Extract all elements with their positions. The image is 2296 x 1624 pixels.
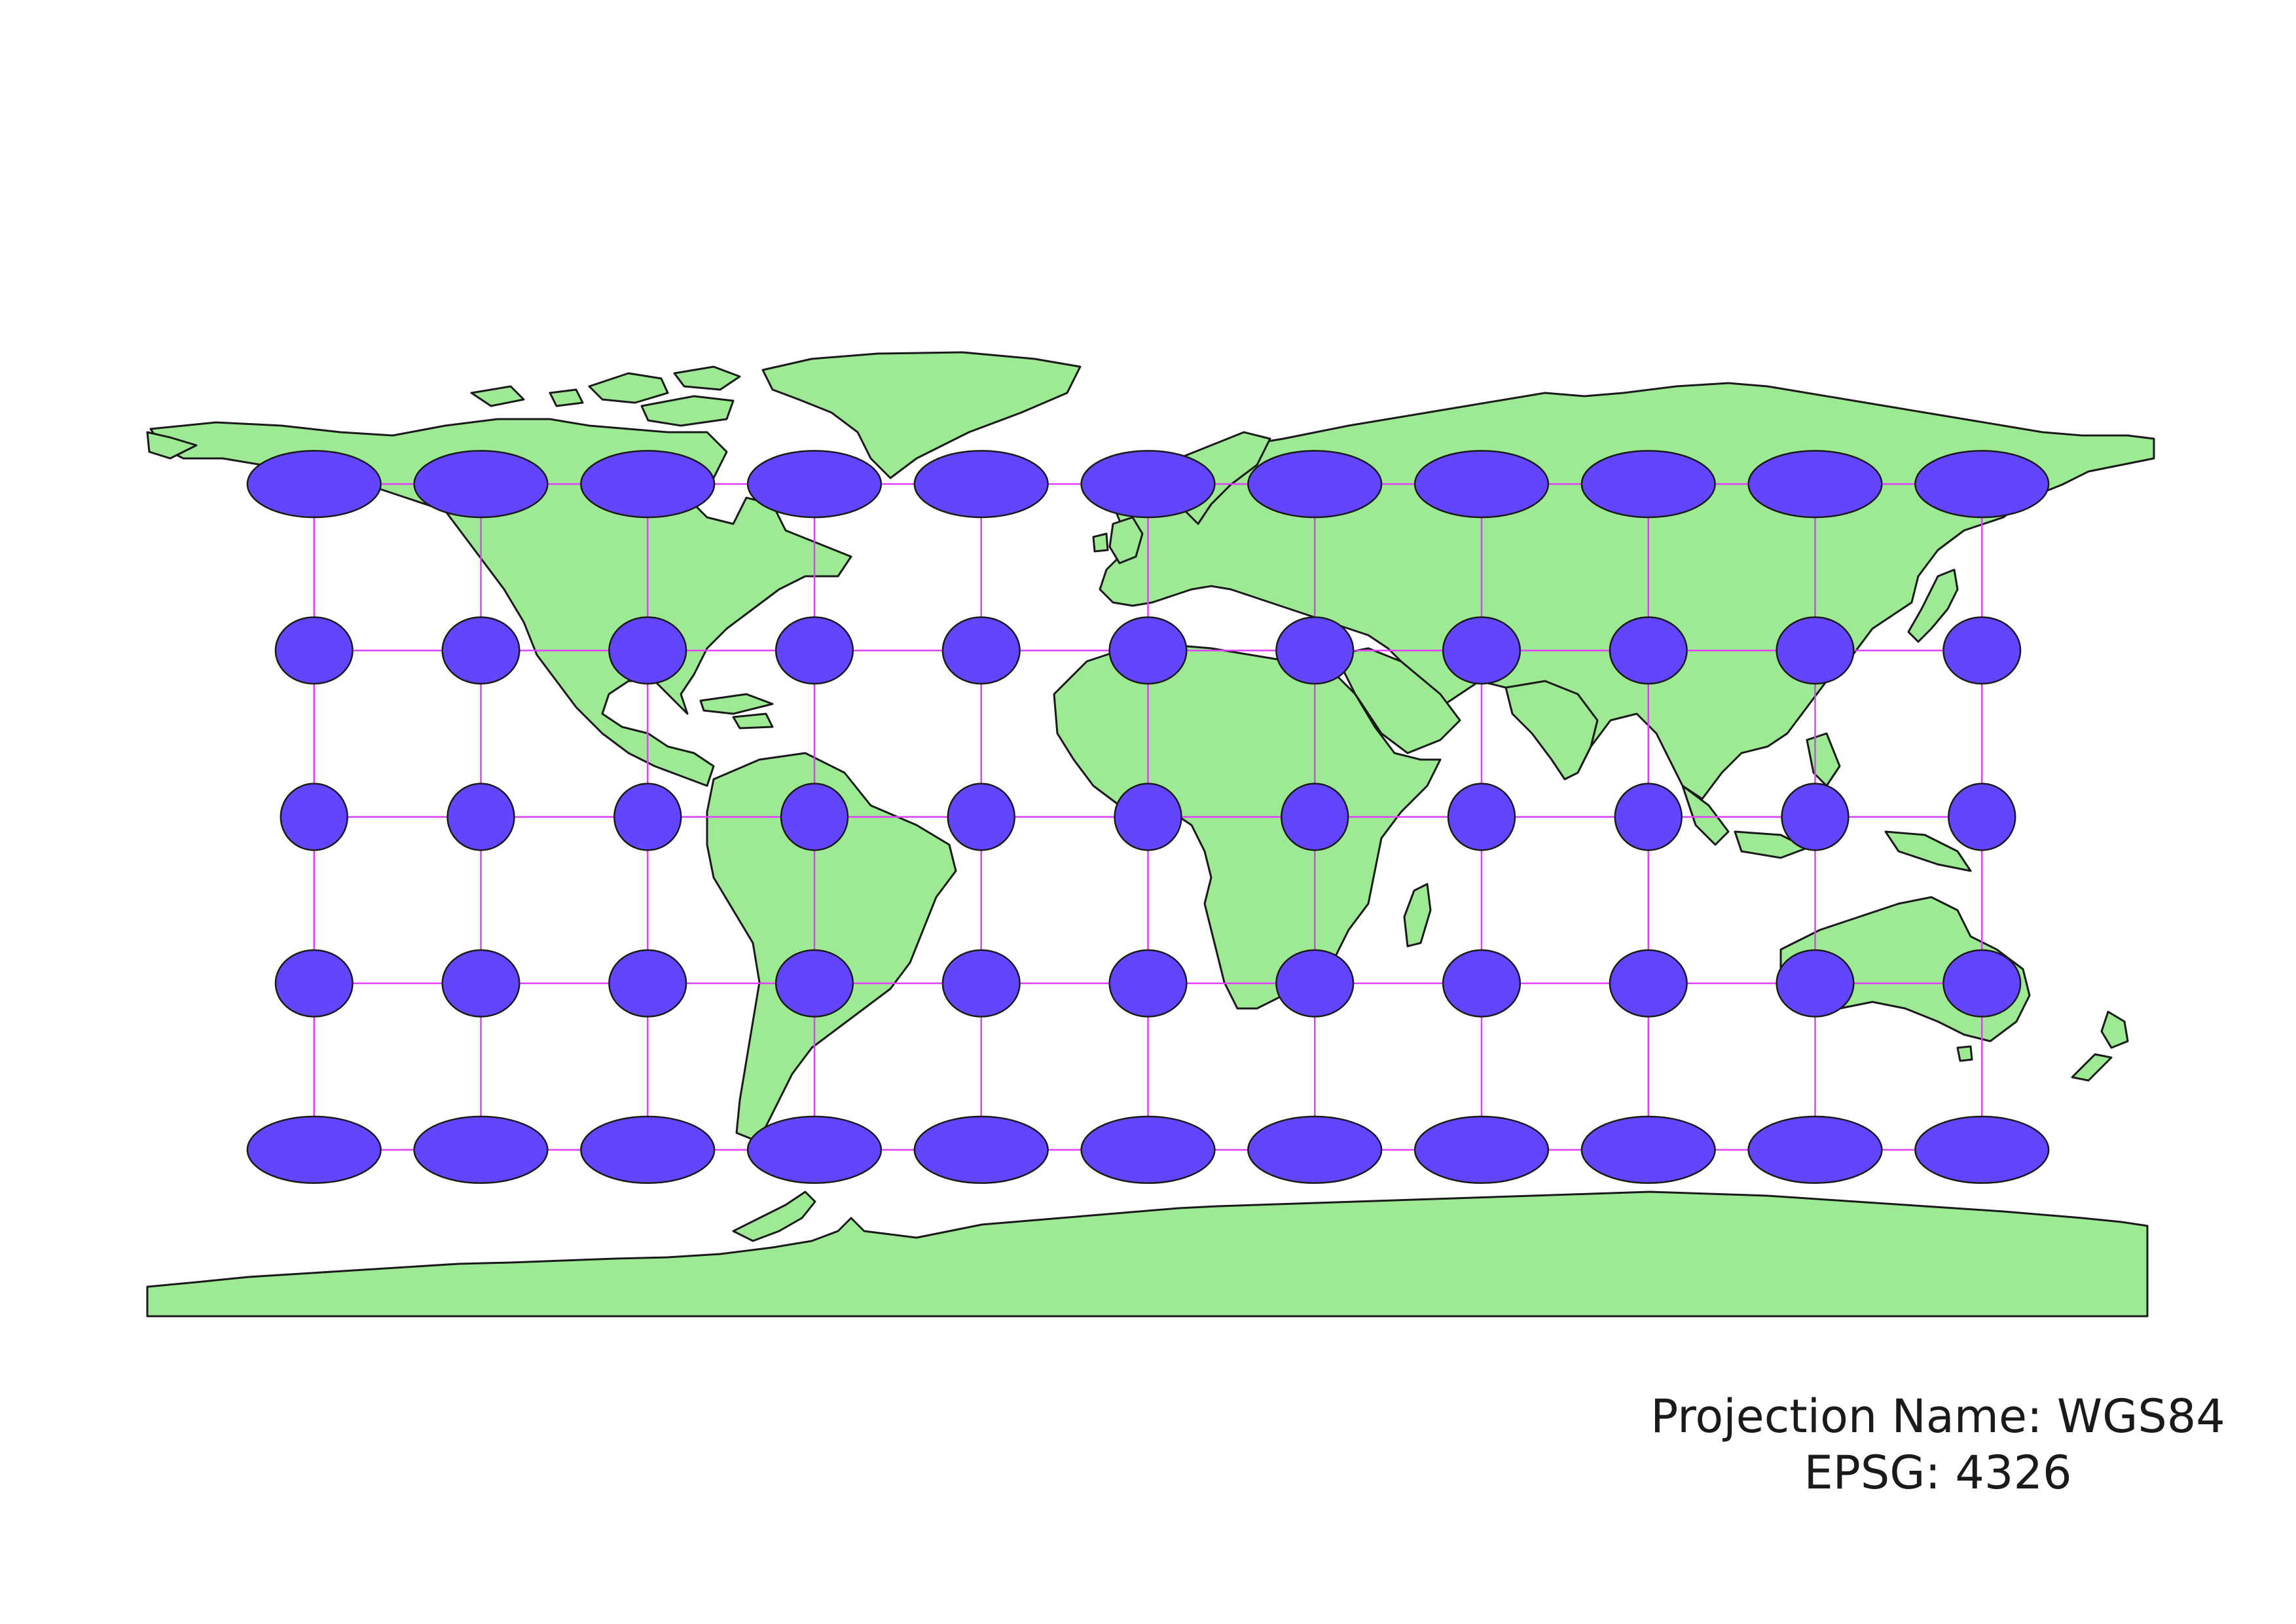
tissot-ellipse bbox=[1580, 450, 1716, 519]
tissot-ellipse bbox=[780, 783, 849, 851]
tissot-ellipse bbox=[1776, 616, 1855, 685]
projection-caption: Projection Name: WGS84 EPSG: 4326 bbox=[1611, 1388, 2265, 1501]
tissot-ellipse bbox=[1413, 450, 1550, 519]
landmass-antarctica bbox=[146, 1190, 2149, 1318]
landmass-south-america bbox=[706, 752, 957, 1141]
tissot-ellipse bbox=[1275, 616, 1355, 685]
tissot-ellipse bbox=[1609, 949, 1688, 1018]
tissot-ellipse bbox=[1247, 1115, 1383, 1184]
tissot-ellipse bbox=[1914, 1115, 2050, 1184]
landmass-japan bbox=[1907, 568, 1959, 643]
tissot-ellipse bbox=[913, 450, 1049, 519]
tissot-ellipse bbox=[413, 1115, 549, 1184]
landmass-arabia bbox=[1334, 647, 1461, 754]
tissot-ellipse bbox=[774, 616, 854, 685]
tissot-ellipse bbox=[1781, 783, 1850, 851]
landmass-chukotka-west bbox=[146, 431, 198, 460]
landmass-british-isles bbox=[1092, 516, 1144, 564]
tissot-ellipse bbox=[1942, 616, 2022, 685]
tissot-ellipse bbox=[947, 783, 1015, 851]
tissot-ellipse bbox=[274, 949, 354, 1018]
tissot-ellipse bbox=[1747, 450, 1883, 519]
landmass-greenland bbox=[761, 351, 1082, 479]
tissot-ellipse bbox=[774, 949, 854, 1018]
tissot-ellipse bbox=[413, 450, 549, 519]
tissot-ellipse bbox=[246, 1115, 382, 1184]
tissot-ellipse bbox=[441, 949, 520, 1018]
tissot-ellipse bbox=[613, 783, 682, 851]
epsg-code-label: EPSG: 4326 bbox=[1804, 1446, 2072, 1500]
landmass-arctic-islands bbox=[470, 365, 741, 427]
tissot-ellipse bbox=[1442, 949, 1522, 1018]
tissot-ellipse bbox=[1108, 616, 1188, 685]
tissot-ellipse bbox=[1914, 450, 2050, 519]
landmass-new-zealand bbox=[2071, 1010, 2129, 1082]
tissot-ellipse bbox=[1413, 1115, 1550, 1184]
tissot-ellipse bbox=[580, 1115, 716, 1184]
tissot-ellipse bbox=[280, 783, 348, 851]
tissot-ellipse bbox=[246, 450, 382, 519]
landmass-india bbox=[1504, 680, 1599, 781]
tissot-ellipse bbox=[913, 1115, 1049, 1184]
tissot-ellipse bbox=[1948, 783, 2016, 851]
tissot-ellipse bbox=[1281, 783, 1349, 851]
tissot-ellipse bbox=[1442, 616, 1522, 685]
tissot-ellipse bbox=[746, 450, 883, 519]
tissot-ellipse bbox=[1275, 949, 1355, 1018]
tissot-ellipse bbox=[1080, 450, 1216, 519]
tissot-indicatrix-layer bbox=[246, 450, 2050, 1184]
landmass-antarctic-peninsula bbox=[732, 1190, 816, 1242]
tissot-ellipse bbox=[441, 616, 520, 685]
landmass-caribbean bbox=[699, 693, 774, 729]
tissot-ellipse bbox=[1080, 1115, 1216, 1184]
landmass-maritime-southeast-asia bbox=[1681, 732, 1972, 872]
tissot-ellipse bbox=[1580, 1115, 1716, 1184]
tissot-ellipse bbox=[1609, 616, 1688, 685]
tissot-ellipse bbox=[1776, 949, 1855, 1018]
tissot-ellipse bbox=[1447, 783, 1516, 851]
projection-name-label: Projection Name: WGS84 bbox=[1650, 1390, 2225, 1443]
tissot-ellipse bbox=[274, 616, 354, 685]
tissot-ellipse bbox=[1114, 783, 1182, 851]
tissot-ellipse bbox=[580, 450, 716, 519]
tissot-ellipse bbox=[746, 1115, 883, 1184]
landmass-tasmania bbox=[1956, 1045, 1973, 1062]
tissot-ellipse bbox=[1614, 783, 1683, 851]
landmass-madagascar bbox=[1403, 883, 1432, 948]
tissot-ellipse bbox=[1747, 1115, 1883, 1184]
tissot-ellipse bbox=[941, 949, 1021, 1018]
tissot-ellipse bbox=[608, 616, 687, 685]
tissot-ellipse bbox=[446, 783, 515, 851]
tissot-ellipse bbox=[1247, 450, 1383, 519]
tissot-ellipse bbox=[608, 949, 687, 1018]
tissot-ellipse bbox=[1942, 949, 2022, 1018]
tissot-ellipse bbox=[941, 616, 1021, 685]
tissot-ellipse bbox=[1108, 949, 1188, 1018]
